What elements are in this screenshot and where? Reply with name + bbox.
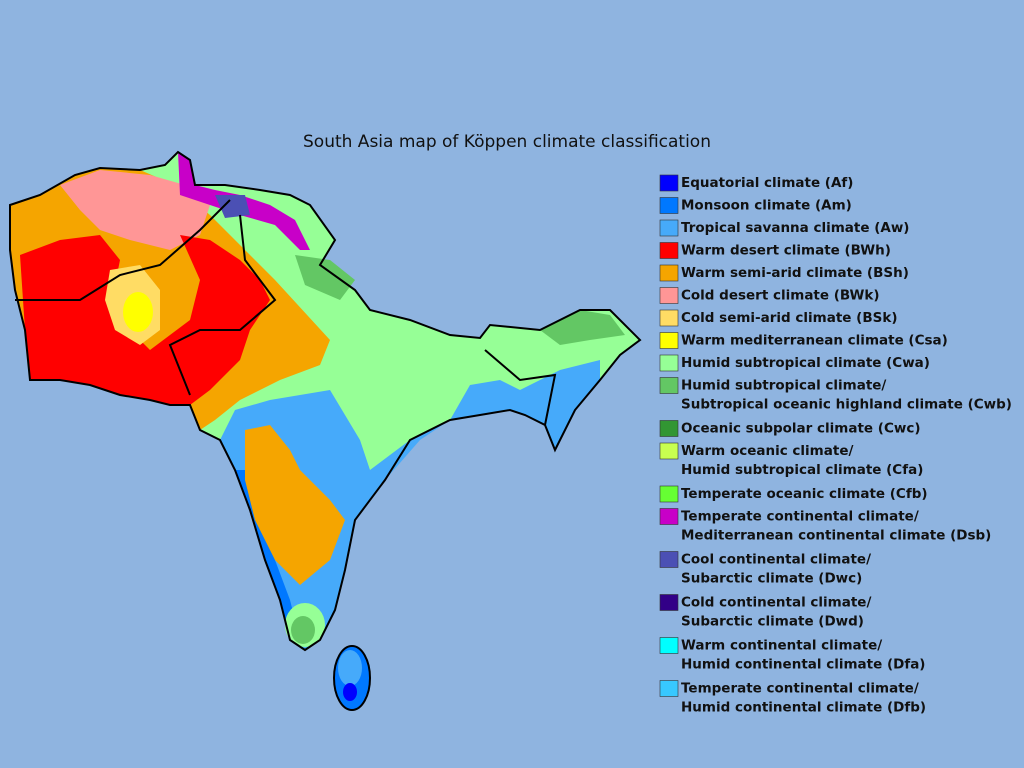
legend-swatch xyxy=(659,594,679,611)
legend-swatch xyxy=(659,420,679,437)
region-csa xyxy=(123,292,153,332)
region-cwb-south xyxy=(291,616,315,644)
region-bwh xyxy=(20,235,270,405)
legend-entry: Warm continental climate/Humid continent… xyxy=(659,637,925,673)
legend-swatch xyxy=(659,551,679,568)
region-bwk xyxy=(60,170,210,250)
legend-swatch xyxy=(659,287,679,304)
legend-swatch xyxy=(659,332,679,349)
legend-swatch xyxy=(659,174,679,192)
legend-label: Warm continental climate/ xyxy=(681,638,882,654)
border xyxy=(484,349,557,426)
legend-label: Humid subtropical climate (Cfa) xyxy=(681,462,923,478)
region-aw xyxy=(220,360,600,650)
legend-entry: Humid subtropical climate/Subtropical oc… xyxy=(659,377,1012,413)
legend-label: Cold continental climate/ xyxy=(681,595,871,611)
legend-entry: Warm semi-arid climate (BSh) xyxy=(659,264,909,282)
legend-entry: Monsoon climate (Am) xyxy=(659,197,852,214)
legend-swatch xyxy=(659,377,679,394)
legend-label: Temperate continental climate/ xyxy=(681,681,919,697)
legend-entry: Warm desert climate (BWh) xyxy=(659,242,891,259)
sri-lanka-dry xyxy=(338,650,362,686)
legend-label: Warm mediterranean climate (Csa) xyxy=(681,333,948,349)
legend-label: Humid continental climate (Dfa) xyxy=(681,657,925,673)
legend-label: Equatorial climate (Af) xyxy=(681,175,853,191)
legend-label: Cold desert climate (BWk) xyxy=(681,288,880,304)
legend: Equatorial climate (Af) Monsoon climate (… xyxy=(659,174,1012,716)
sri-lanka-af xyxy=(343,683,357,701)
legend-entry: Cold desert climate (BWk) xyxy=(659,287,880,304)
legend-label: Warm desert climate (BWh) xyxy=(681,243,891,259)
region-dwc xyxy=(215,195,250,218)
legend-entry: Oceanic subpolar climate (Cwc) xyxy=(659,420,921,437)
legend-swatch xyxy=(659,508,679,525)
legend-entry: Humid subtropical climate (Cwa) xyxy=(659,354,930,372)
legend-swatch xyxy=(659,442,679,460)
legend-swatch xyxy=(659,485,679,503)
legend-entry: Warm mediterranean climate (Csa) xyxy=(659,332,948,349)
legend-entry: Tropical savanna climate (Aw) xyxy=(659,219,909,237)
legend-label: Oceanic subpolar climate (Cwc) xyxy=(681,421,921,437)
border xyxy=(168,214,277,396)
legend-label: Humid continental climate (Dfb) xyxy=(681,700,926,716)
legend-label: Subarctic climate (Dwd) xyxy=(681,614,864,630)
legend-swatch xyxy=(659,264,679,282)
legend-entry: Temperate continental climate/Mediterran… xyxy=(659,508,991,544)
legend-entry: Temperate oceanic climate (Cfb) xyxy=(659,485,928,503)
legend-entry: Equatorial climate (Af) xyxy=(659,174,853,192)
landmass xyxy=(9,150,642,711)
legend-label: Temperate continental climate/ xyxy=(681,509,919,525)
legend-label: Monsoon climate (Am) xyxy=(681,198,852,214)
legend-label: Cool continental climate/ xyxy=(681,552,871,568)
legend-swatch xyxy=(659,242,679,259)
region-bsh-deccan xyxy=(245,425,345,585)
legend-swatch xyxy=(659,309,679,327)
legend-label: Tropical savanna climate (Aw) xyxy=(681,220,909,236)
legend-entry: Cold semi-arid climate (BSk) xyxy=(659,309,898,327)
legend-entry: Temperate continental climate/Humid cont… xyxy=(659,680,926,716)
legend-entry: Cold continental climate/Subarctic clima… xyxy=(659,594,871,630)
region-cwb-east xyxy=(540,310,625,345)
legend-label: Cold semi-arid climate (BSk) xyxy=(681,310,898,326)
legend-swatch xyxy=(659,637,679,654)
region-cwb xyxy=(295,255,355,300)
legend-swatch xyxy=(659,197,679,214)
legend-label: Warm oceanic climate/ xyxy=(681,443,853,459)
border xyxy=(15,199,231,301)
legend-entry: Warm oceanic climate/Humid subtropical c… xyxy=(659,442,923,478)
legend-label: Humid subtropical climate/ xyxy=(681,378,886,394)
legend-label: Humid subtropical climate (Cwa) xyxy=(681,355,930,371)
map-title: South Asia map of Köppen climate classif… xyxy=(303,132,711,152)
legend-swatch xyxy=(659,354,679,372)
legend-entry: Cool continental climate/Subarctic clima… xyxy=(659,551,871,587)
legend-label: Temperate oceanic climate (Cfb) xyxy=(681,486,928,502)
legend-label: Subarctic climate (Dwc) xyxy=(681,571,862,587)
legend-label: Warm semi-arid climate (BSh) xyxy=(681,265,909,281)
legend-label: Mediterranean continental climate (Dsb) xyxy=(681,528,991,544)
legend-label: Subtropical oceanic highland climate (Cw… xyxy=(681,397,1012,413)
legend-swatch xyxy=(659,680,679,697)
legend-swatch xyxy=(659,219,679,237)
